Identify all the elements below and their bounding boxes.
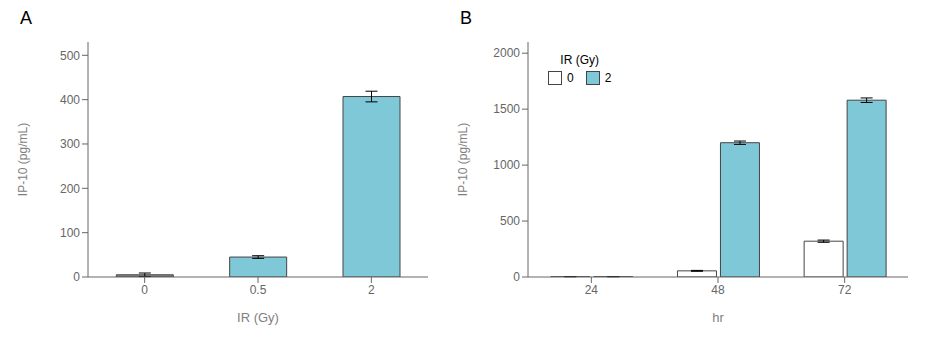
- svg-text:300: 300: [60, 137, 80, 151]
- svg-text:400: 400: [60, 93, 80, 107]
- svg-text:0: 0: [73, 270, 80, 284]
- svg-text:100: 100: [60, 226, 80, 240]
- svg-text:0.5: 0.5: [250, 283, 267, 297]
- html-text:A: A: [20, 8, 32, 28]
- svg-text:2: 2: [368, 283, 375, 297]
- svg-text:0: 0: [141, 283, 148, 297]
- svg-text:500: 500: [60, 49, 80, 63]
- svg-text:72: 72: [838, 283, 852, 297]
- svg-text:1000: 1000: [493, 158, 520, 172]
- svg-text:2000: 2000: [493, 46, 520, 60]
- svg-text:IP-10 (pg/mL): IP-10 (pg/mL): [456, 123, 470, 196]
- svg-text:24: 24: [585, 283, 599, 297]
- svg-text:IP-10 (pg/mL): IP-10 (pg/mL): [16, 123, 30, 196]
- svg-text:0: 0: [513, 270, 520, 284]
- svg-text:1500: 1500: [493, 102, 520, 116]
- svg-text:48: 48: [711, 283, 725, 297]
- svg-text:IR (Gy): IR (Gy): [237, 310, 279, 325]
- svg-text:500: 500: [500, 214, 520, 228]
- html-text:0: 0: [567, 71, 574, 85]
- svg-text:hr: hr: [712, 310, 724, 325]
- html-text:2: 2: [604, 71, 612, 85]
- svg-text:200: 200: [60, 182, 80, 196]
- html-text:B: B: [460, 8, 472, 28]
- html-text:IR (Gy): IR (Gy): [560, 53, 599, 67]
